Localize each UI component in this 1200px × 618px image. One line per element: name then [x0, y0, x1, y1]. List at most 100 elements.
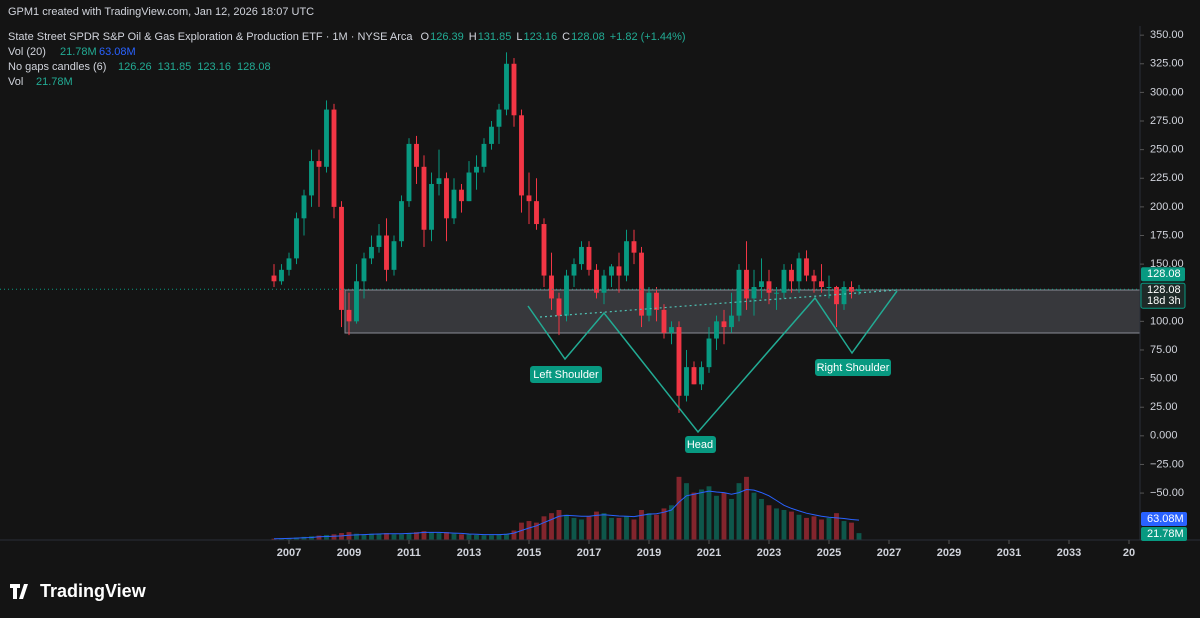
candle-body: [729, 315, 734, 328]
volume-bar: [324, 534, 329, 540]
volume-bar: [429, 532, 434, 540]
candle-body: [849, 287, 854, 292]
candle-body: [451, 189, 457, 219]
y-tick-label: 200.00: [1150, 201, 1184, 213]
candle-body: [301, 195, 307, 219]
candle-body: [781, 269, 787, 293]
volume-bar: [474, 534, 479, 540]
volume-bar: [286, 538, 292, 540]
y-tick-label: 300.00: [1150, 86, 1184, 98]
indicator-value: 128.08: [237, 61, 271, 73]
volume-bar: [714, 495, 719, 540]
candle-body: [609, 266, 614, 276]
volume-bar: [601, 513, 607, 540]
candle-body: [406, 143, 412, 202]
candle-body: [654, 292, 659, 310]
y-tick-label: 75.00: [1150, 344, 1178, 356]
volume-bar: [556, 510, 562, 540]
volume-bar: [504, 533, 509, 540]
annotation: Left Shoulder: [533, 369, 599, 381]
volume-bar: [654, 514, 659, 540]
candle-body: [751, 287, 757, 299]
candle-body: [354, 281, 359, 322]
x-tick-label: 2027: [877, 547, 901, 559]
volume-bar: [804, 517, 809, 540]
candle-body: [616, 266, 622, 276]
volume-bar: [841, 521, 847, 540]
volume-bar: [699, 489, 704, 540]
volume-bar: [624, 516, 629, 540]
candle-body: [391, 241, 397, 270]
pattern-line: [527, 290, 898, 434]
volume-bar: [744, 476, 749, 540]
symbol-title: State Street SPDR S&P Oil & Gas Explorat…: [8, 31, 413, 43]
volume-bar: [564, 514, 569, 540]
volume-bar: [444, 532, 449, 540]
candle-body: [834, 287, 839, 305]
volume-bar: [541, 516, 547, 540]
price-tag: [1140, 282, 1186, 309]
label-box: [815, 359, 891, 376]
candle-body: [496, 109, 502, 127]
volume-bar: [481, 535, 487, 540]
volume-bar: [361, 534, 367, 540]
head-shoulders-drawing: Left Shoulder Head Right Shoulder: [527, 289, 898, 453]
volume-bar: [826, 517, 832, 540]
candle-body: [324, 109, 329, 167]
candle-body: [541, 224, 547, 276]
candle-body: [361, 258, 367, 282]
volume-bar: [834, 513, 839, 540]
candle-body: [286, 258, 292, 270]
y-tick-label: −25.00: [1150, 458, 1184, 470]
candle-body: [309, 161, 314, 196]
brand: TradingView: [10, 581, 147, 601]
volume-bar: [414, 532, 419, 540]
volume-bar: [421, 531, 427, 540]
candle-body: [586, 246, 592, 270]
candle-body: [691, 367, 697, 385]
volume-bar: [294, 537, 299, 540]
y-tick-label: 150.00: [1150, 258, 1184, 270]
ohlc-value: 123.16: [523, 31, 557, 43]
candle-body: [436, 178, 442, 184]
ohlc-value: 131.85: [478, 31, 512, 43]
volume-bar: [271, 538, 277, 540]
volume-bar: [466, 534, 472, 540]
y-tick-label: 325.00: [1150, 58, 1184, 70]
candle-body: [841, 287, 847, 305]
volume-bar: [849, 522, 854, 540]
volume-bar: [519, 522, 524, 540]
candle-body: [789, 269, 794, 282]
volume-bar: [729, 498, 734, 540]
candle-body: [571, 264, 577, 276]
candle-body: [766, 281, 772, 293]
volume-bar: [391, 534, 397, 540]
candle-body: [384, 235, 389, 270]
candle-body: [601, 275, 607, 293]
ohlc-value: 126.39: [430, 31, 464, 43]
volume-bar: [661, 508, 667, 540]
candle-body: [556, 298, 562, 316]
volume-bar: [451, 533, 457, 540]
volume-bar: [684, 483, 689, 540]
volume-bar: [586, 516, 592, 540]
x-tick-label: 2033: [1057, 547, 1081, 559]
volume-bar: [616, 517, 622, 540]
legend: State Street SPDR S&P Oil & Gas Explorat…: [8, 31, 413, 88]
volume-bar: [789, 511, 794, 540]
candle-body: [579, 246, 584, 265]
candle-body: [759, 281, 764, 288]
candle-body: [414, 143, 419, 167]
candle-body: [811, 275, 817, 282]
candle-body: [474, 166, 479, 173]
volume-bar: [706, 486, 712, 540]
volume-bar: [646, 513, 652, 540]
candle-body: [706, 338, 712, 368]
x-tick-label: 2025: [817, 547, 841, 559]
indicator-title: Vol (20): [8, 46, 46, 58]
candle-body: [624, 241, 629, 276]
indicator-value: 21.78M: [60, 46, 97, 58]
y-tick-label: 275.00: [1150, 115, 1184, 127]
candle-body: [534, 201, 539, 225]
ohlc-letter: C: [562, 31, 570, 43]
